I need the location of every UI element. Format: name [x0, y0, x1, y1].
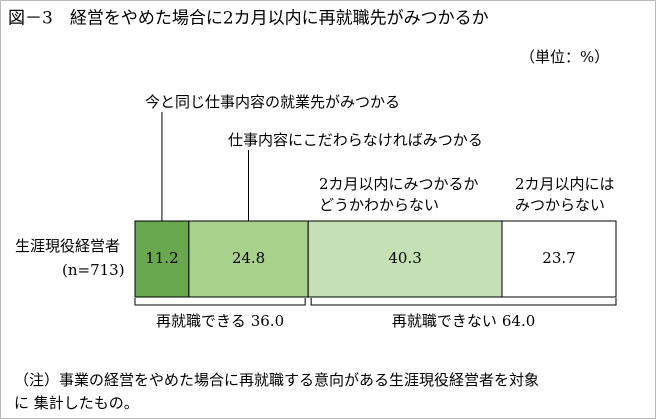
series-label: みつからない — [515, 196, 605, 214]
bar-segment — [501, 220, 617, 298]
series-label: どうかわからない — [319, 196, 439, 214]
category-label: 生涯現役経営者 — [15, 237, 120, 255]
value-label: 24.8 — [232, 249, 265, 267]
series-label: 2カ月以内には — [515, 175, 615, 193]
value-label: 23.7 — [542, 249, 575, 267]
sample-size: (n=713) — [62, 261, 125, 279]
unit-label: （単位：%） — [520, 48, 609, 66]
chart-title: 図－3 経営をやめた場合に2カ月以内に再就職先がみつかるか — [8, 9, 489, 29]
value-label: 40.3 — [388, 249, 421, 267]
group-value: 36.0 — [251, 312, 284, 330]
group-name: 再就職できない — [392, 312, 497, 330]
series-label: 2カ月以内にみつかるか — [319, 175, 479, 193]
group-name: 再就職できる — [156, 312, 246, 330]
note: に 集計したもの。 — [14, 394, 139, 412]
bar-segment — [134, 220, 190, 298]
group-bracket — [134, 298, 306, 306]
bar-segment — [307, 220, 503, 298]
series-label: 仕事内容にこだわらなければみつかる — [228, 131, 483, 149]
group-value: 64.0 — [502, 312, 535, 330]
group-label: 再就職できる 36.0 — [156, 312, 284, 330]
value-label: 11.2 — [145, 249, 178, 267]
series-label: 今と同じ仕事内容の就業先がみつかる — [145, 93, 400, 111]
group-bracket — [310, 298, 617, 306]
note: （注）事業の経営をやめた場合に再就職する意向がある生涯現役経営者を対象 — [14, 371, 539, 389]
group-label: 再就職できない 64.0 — [392, 312, 535, 330]
